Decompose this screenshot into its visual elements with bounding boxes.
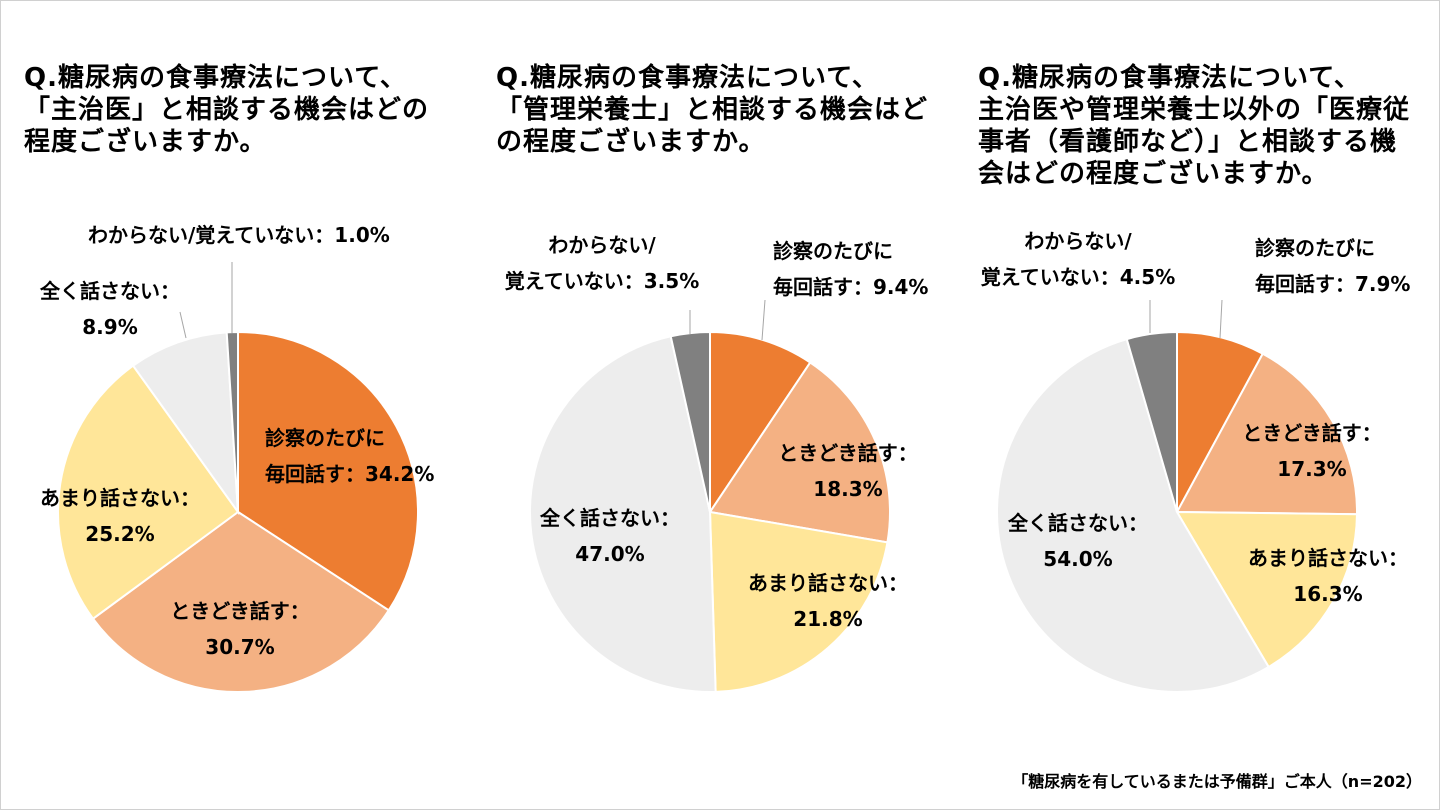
chart-2-slice-1-label-line: 毎回話す：9.4% xyxy=(773,275,928,299)
chart-2-slice-5-label-line: わからない/ xyxy=(548,233,656,257)
chart-2-slice-1-label-line: 診察のたびに xyxy=(773,239,893,263)
chart-1-slice-1-label-line: 毎回話す：34.2% xyxy=(265,462,434,486)
chart-1-slice-1-label-line: 診察のたびに xyxy=(265,426,385,450)
chart-3-slice-4-label-line: 全く話さない： xyxy=(1007,511,1148,535)
chart-3-title-line: Q.糖尿病の食事療法について、 xyxy=(978,63,1361,93)
chart-1-slice-4-label-line: 全く話さない： xyxy=(39,279,180,303)
chart-3-slice-2-label-line: ときどき話す： xyxy=(1242,421,1381,445)
chart-3-slice-2 xyxy=(1175,352,1358,516)
chart-2-slice-3-label-line: 21.8% xyxy=(793,607,862,631)
chart-2-slice-4 xyxy=(528,335,717,693)
chart-2-slice-4-label-line: 47.0% xyxy=(575,542,644,566)
chart-3-slice-2-label-line: 17.3% xyxy=(1277,457,1346,481)
chart-1-slice-2 xyxy=(91,510,391,693)
chart-2-slice-3 xyxy=(708,510,889,693)
chart-2-slice-2 xyxy=(708,361,891,544)
chart-2-title: Q.糖尿病の食事療法について、 「管理栄養士」と相談する機会はど の程度ございま… xyxy=(496,62,928,158)
chart-1-title: Q.糖尿病の食事療法について、 「主治医」と相談する機会はどの 程度ございますか… xyxy=(24,62,429,158)
chart-3-slice-1-label-line: 診察のたびに xyxy=(1255,236,1375,260)
chart-2-slice-2-label: ときどき話す： 18.3% xyxy=(778,441,917,501)
chart-2-leader-line-1 xyxy=(761,299,766,341)
chart-1-leader-line-4 xyxy=(179,311,187,339)
chart-1-slice-4-label-line: 8.9% xyxy=(82,315,137,339)
chart-1-slice-3 xyxy=(57,364,240,621)
chart-1-slice-1-label: 診察のたびに毎回話す：34.2% xyxy=(265,426,434,486)
chart-2-slice-4-label: 全く話さない： 47.0% xyxy=(539,506,680,566)
chart-2-slice-5-label: わからない/覚えていない：3.5% xyxy=(505,233,699,293)
chart-3-title-line: 会はどの程度ございますか。 xyxy=(978,159,1329,189)
chart-1-slice-4 xyxy=(131,331,240,516)
chart-2-slice-1-label: 診察のたびに毎回話す：9.4% xyxy=(773,239,928,299)
chart-1-slice-3-label-line: 25.2% xyxy=(85,522,154,546)
chart-3-slice-3 xyxy=(1175,510,1359,669)
chart-1-title-line: 程度ございますか。 xyxy=(24,127,267,157)
chart-1-slice-3-label: あまり話さない： 25.2% xyxy=(40,486,200,546)
chart-3-slice-1-label-line: 毎回話す：7.9% xyxy=(1255,272,1410,296)
chart-1-slice-2-label: ときどき話す： 30.7% xyxy=(170,599,309,659)
chart-2-slice-2-label-line: 18.3% xyxy=(813,477,882,501)
chart-3-slice-5-label-line: わからない/ xyxy=(1024,229,1132,253)
chart-1-title-line: 「主治医」と相談する機会はどの xyxy=(24,95,430,125)
chart-3-slice-4-label-line: 54.0% xyxy=(1043,547,1112,571)
chart-2-title-line: 「管理栄養士」と相談する機会はど xyxy=(496,95,929,125)
chart-3-slice-5-label-line: 覚えていない：4.5% xyxy=(981,265,1175,289)
chart-3-slice-5-label: わからない/覚えていない：4.5% xyxy=(981,229,1175,289)
chart-3-slice-3-label-line: あまり話さない： xyxy=(1248,546,1408,570)
chart-3-slice-4-label: 全く話さない： 54.0% xyxy=(1007,511,1148,571)
chart-3-slice-3-label: あまり話さない： 16.3% xyxy=(1248,546,1408,606)
chart-3-slice-4 xyxy=(995,337,1271,693)
chart-2-slice-2-label-line: ときどき話す： xyxy=(778,441,917,465)
chart-1-title-line: Q.糖尿病の食事療法について、 xyxy=(24,63,407,93)
chart-2-title-line: の程度ございますか。 xyxy=(496,127,766,157)
chart-2-slice-3-label: あまり話さない： 21.8% xyxy=(748,571,908,631)
chart-1-slice-3-label-line: あまり話さない： xyxy=(40,486,200,510)
chart-2-slice-5-label-line: 覚えていない：3.5% xyxy=(505,269,699,293)
chart-1-slice-2-label-line: ときどき話す： xyxy=(170,599,309,623)
chart-3-slice-2-label: ときどき話す： 17.3% xyxy=(1242,421,1381,481)
footnote: 「糖尿病を有しているまたは予備群」ご本人（n=202） xyxy=(1012,772,1422,791)
chart-3-title-line: 事者（看護師など）」と相談する機 xyxy=(978,127,1398,157)
chart-3-title-line: 主治医や管理栄養士以外の「医療従 xyxy=(978,95,1411,125)
chart-3-title: Q.糖尿病の食事療法について、 主治医や管理栄養士以外の「医療従 事者（看護師な… xyxy=(978,62,1410,190)
chart-1-slice-5-label: わからない/覚えていない：1.0% xyxy=(88,223,390,247)
chart-1-slice-4-label: 全く話さない： 8.9% xyxy=(39,279,180,339)
chart-2-slice-4-label-line: 全く話さない： xyxy=(539,506,680,530)
chart-3-slice-3-label-line: 16.3% xyxy=(1293,582,1362,606)
chart-2-slice-3-label-line: あまり話さない： xyxy=(748,571,908,595)
chart-3-slice-1-label: 診察のたびに毎回話す：7.9% xyxy=(1255,236,1410,296)
chart-2-title-line: Q.糖尿病の食事療法について、 xyxy=(496,63,879,93)
chart-3-leader-line-1 xyxy=(1219,299,1223,339)
chart-1-slice-2-label-line: 30.7% xyxy=(205,635,274,659)
chart-1-slice-5-label-line: わからない/覚えていない：1.0% xyxy=(88,223,390,247)
chart-3-slice-5 xyxy=(1125,330,1178,513)
